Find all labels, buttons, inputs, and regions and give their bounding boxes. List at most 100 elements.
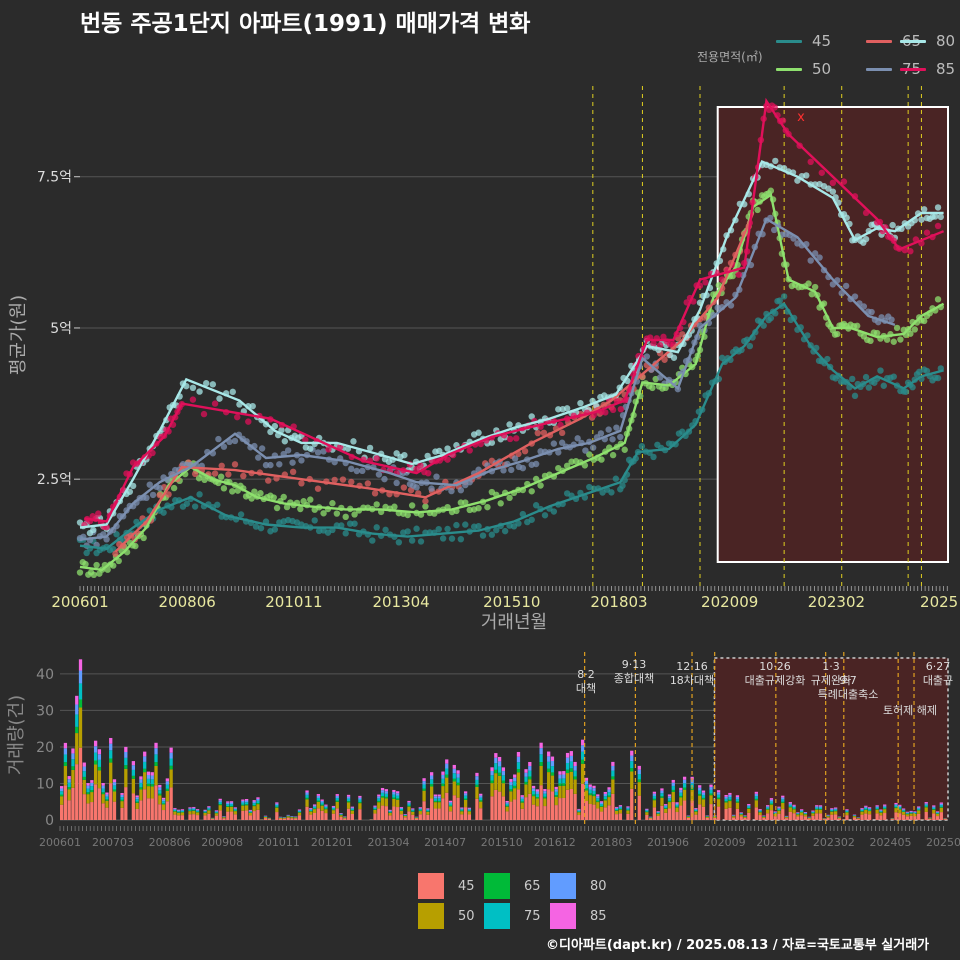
data-point [883,336,891,343]
volume-bar [245,800,249,803]
volume-bar [528,776,532,780]
volume-bar [879,811,883,813]
volume-bar [833,809,838,811]
volume-bar [909,811,913,813]
volume-bar [558,783,562,786]
volume-bar [112,801,117,820]
volume-bar [671,782,675,786]
data-point [934,296,942,303]
volume-bar [792,807,796,809]
volume-bar [158,784,162,788]
volume-bar [932,813,936,820]
volume-bar [448,802,453,804]
volume-bar [664,804,668,806]
data-point [877,367,884,374]
bar-x-tick-label: 201011 [258,836,300,849]
bar-x-tick-label: 201407 [424,836,466,849]
volume-bar [407,806,411,812]
data-point [532,460,540,468]
volume-bar [743,816,747,818]
data-point [289,468,297,476]
volume-bar [611,776,615,780]
data-point [229,488,236,495]
volume-bar [777,808,781,811]
volume-bar [433,796,438,799]
volume-bar [418,807,422,809]
volume-bar [207,809,211,811]
volume-bar [226,806,230,807]
volume-bar [637,782,641,796]
volume-bar [652,800,657,808]
volume-bar [905,816,909,820]
x-tick-label: 201510 [483,593,540,611]
volume-bar [297,811,302,813]
volume-bar [656,816,660,820]
volume-bar [75,704,79,715]
volume-bar [331,806,336,809]
volume-bar [716,799,721,807]
volume-bar [531,788,536,791]
volume-bar [739,812,743,813]
volume-bar [596,800,600,803]
volume-bar [539,742,543,749]
volume-bar [773,812,777,814]
volume-bar [909,815,913,820]
data-point [808,290,816,298]
volume-bar [701,797,706,800]
policy-text: 대책 [576,682,596,695]
volume-bar [588,804,592,820]
volume-bar [445,763,449,769]
volume-bar [883,805,887,807]
volume-bar [154,748,158,755]
volume-bar [815,808,819,810]
volume-bar [320,805,324,811]
volume-bar [233,810,237,812]
volume-bar [90,802,94,820]
volume-bar [248,812,253,816]
volume-bar [154,754,158,763]
volume-bar [539,762,543,766]
volume-bar [603,791,607,794]
volume-bar [898,808,902,810]
volume-bar [913,811,917,812]
volume-bar [917,813,921,820]
volume-bar [562,785,566,798]
volume-bar [588,789,592,794]
volume-bar [694,811,698,815]
volume-bar [180,815,185,820]
data-point [248,495,255,502]
volume-bar [158,787,162,791]
volume-bar [664,812,668,820]
volume-bar [309,808,313,810]
volume-bar [192,807,196,809]
data-point [897,336,904,343]
volume-bar [630,761,634,769]
volume-bar [384,798,388,807]
data-point [149,491,157,499]
data-point [170,484,178,492]
volume-bar [437,794,441,797]
volume-bar [422,788,426,791]
volume-bar [626,813,630,820]
volume-bar [528,779,532,794]
volume-bar [932,809,936,814]
volume-bar [188,810,192,812]
volume-bar [618,805,623,807]
volume-bar [724,794,728,797]
data-point [280,493,287,501]
volume-bar [286,815,290,817]
volume-bar [562,797,566,820]
volume-bar [747,805,751,807]
data-point [754,206,761,214]
volume-bar [803,812,808,813]
volume-bar [698,785,702,788]
volume-bar [645,812,649,815]
volume-bar [630,788,634,820]
volume-bar [71,787,75,820]
volume-bar [71,769,75,788]
volume-bar [97,754,102,760]
volume-bar [543,793,547,797]
data-point [393,479,400,487]
volume-bar [732,816,736,818]
volume-bar [690,800,694,820]
